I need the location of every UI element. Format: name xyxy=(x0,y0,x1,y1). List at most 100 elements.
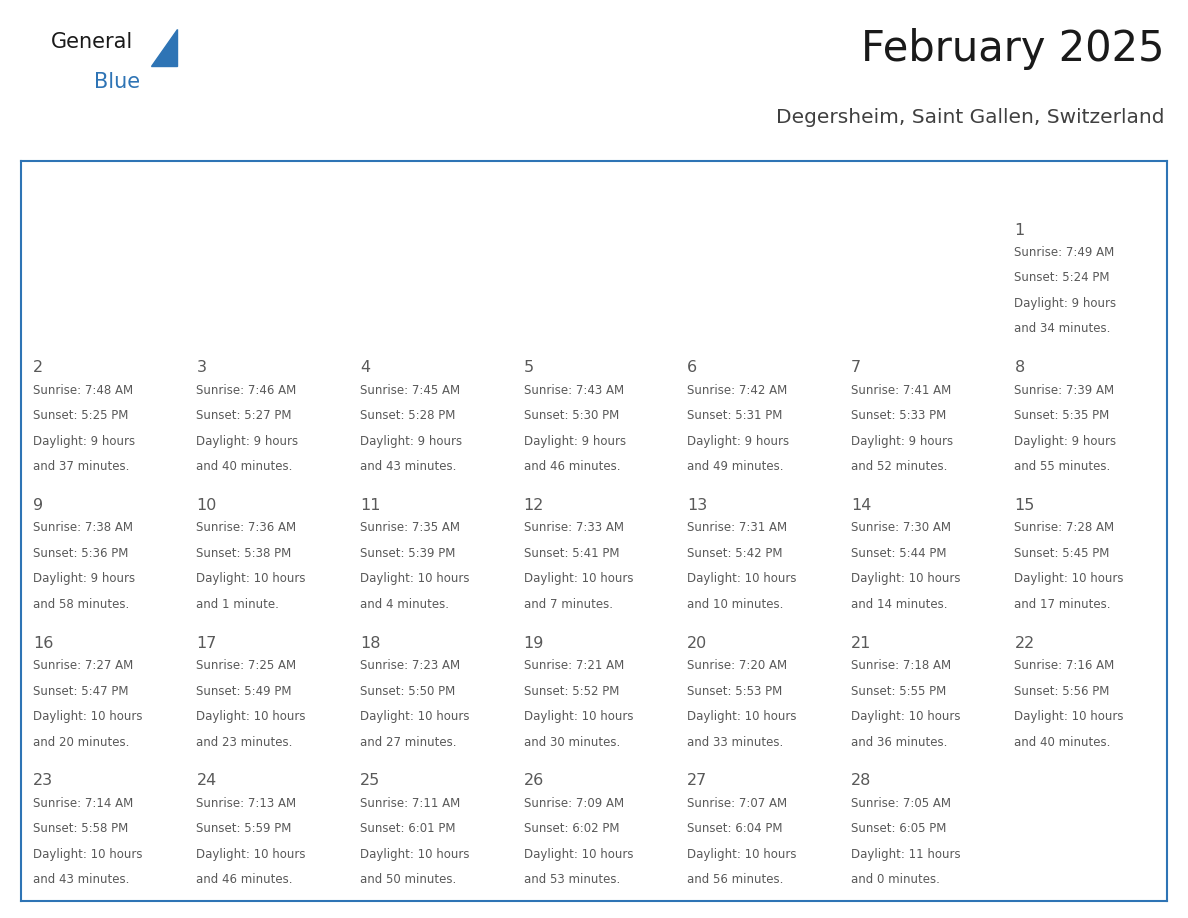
Text: Sunrise: 7:43 AM: Sunrise: 7:43 AM xyxy=(524,384,624,397)
Text: Daylight: 9 hours: Daylight: 9 hours xyxy=(196,435,298,448)
Text: Thursday: Thursday xyxy=(695,181,782,198)
Text: and 30 minutes.: and 30 minutes. xyxy=(524,735,620,748)
Text: Sunrise: 7:14 AM: Sunrise: 7:14 AM xyxy=(33,797,133,810)
Text: and 37 minutes.: and 37 minutes. xyxy=(33,460,129,473)
Text: Sunset: 5:41 PM: Sunset: 5:41 PM xyxy=(524,547,619,560)
Text: Sunrise: 7:09 AM: Sunrise: 7:09 AM xyxy=(524,797,624,810)
Text: Sunrise: 7:42 AM: Sunrise: 7:42 AM xyxy=(687,384,788,397)
Text: Sunrise: 7:33 AM: Sunrise: 7:33 AM xyxy=(524,521,624,534)
Text: Daylight: 10 hours: Daylight: 10 hours xyxy=(360,847,469,861)
Text: 10: 10 xyxy=(196,498,217,513)
Text: and 40 minutes.: and 40 minutes. xyxy=(196,460,292,473)
Text: General: General xyxy=(51,32,133,52)
Text: 3: 3 xyxy=(196,361,207,375)
Text: Daylight: 10 hours: Daylight: 10 hours xyxy=(196,847,307,861)
Text: Daylight: 10 hours: Daylight: 10 hours xyxy=(33,847,143,861)
Text: 8: 8 xyxy=(1015,361,1025,375)
Text: Sunrise: 7:05 AM: Sunrise: 7:05 AM xyxy=(851,797,950,810)
Text: Daylight: 10 hours: Daylight: 10 hours xyxy=(524,711,633,723)
Text: 27: 27 xyxy=(687,773,708,789)
Text: 14: 14 xyxy=(851,498,871,513)
Text: Sunset: 5:50 PM: Sunset: 5:50 PM xyxy=(360,685,455,698)
Text: Sunrise: 7:45 AM: Sunrise: 7:45 AM xyxy=(360,384,460,397)
Text: Daylight: 10 hours: Daylight: 10 hours xyxy=(360,573,469,586)
Text: Sunrise: 7:16 AM: Sunrise: 7:16 AM xyxy=(1015,659,1114,672)
Text: Sunset: 5:52 PM: Sunset: 5:52 PM xyxy=(524,685,619,698)
Text: Sunset: 6:02 PM: Sunset: 6:02 PM xyxy=(524,823,619,835)
Text: and 56 minutes.: and 56 minutes. xyxy=(687,873,784,886)
Text: Sunrise: 7:28 AM: Sunrise: 7:28 AM xyxy=(1015,521,1114,534)
Text: Daylight: 10 hours: Daylight: 10 hours xyxy=(1015,573,1124,586)
Text: and 4 minutes.: and 4 minutes. xyxy=(360,598,449,610)
Text: and 34 minutes.: and 34 minutes. xyxy=(1015,322,1111,335)
Text: 26: 26 xyxy=(524,773,544,789)
Text: and 43 minutes.: and 43 minutes. xyxy=(360,460,456,473)
Text: 21: 21 xyxy=(851,635,871,651)
Text: and 55 minutes.: and 55 minutes. xyxy=(1015,460,1111,473)
Text: 5: 5 xyxy=(524,361,533,375)
Text: Sunset: 5:56 PM: Sunset: 5:56 PM xyxy=(1015,685,1110,698)
Text: Sunrise: 7:11 AM: Sunrise: 7:11 AM xyxy=(360,797,460,810)
Text: Daylight: 10 hours: Daylight: 10 hours xyxy=(524,573,633,586)
Text: Sunset: 6:04 PM: Sunset: 6:04 PM xyxy=(687,823,783,835)
Text: 4: 4 xyxy=(360,361,371,375)
Text: Saturday: Saturday xyxy=(1023,181,1107,198)
Text: Sunrise: 7:39 AM: Sunrise: 7:39 AM xyxy=(1015,384,1114,397)
Text: February 2025: February 2025 xyxy=(861,28,1164,70)
Text: Sunrise: 7:30 AM: Sunrise: 7:30 AM xyxy=(851,521,950,534)
Text: 15: 15 xyxy=(1015,498,1035,513)
Text: and 40 minutes.: and 40 minutes. xyxy=(1015,735,1111,748)
Text: Sunrise: 7:46 AM: Sunrise: 7:46 AM xyxy=(196,384,297,397)
Text: Daylight: 11 hours: Daylight: 11 hours xyxy=(851,847,960,861)
Text: and 0 minutes.: and 0 minutes. xyxy=(851,873,940,886)
Text: Sunset: 5:59 PM: Sunset: 5:59 PM xyxy=(196,823,292,835)
Text: Daylight: 10 hours: Daylight: 10 hours xyxy=(33,711,143,723)
Text: Friday: Friday xyxy=(859,181,917,198)
Text: Sunset: 5:53 PM: Sunset: 5:53 PM xyxy=(687,685,783,698)
Text: 1: 1 xyxy=(1015,223,1025,238)
Text: Sunrise: 7:25 AM: Sunrise: 7:25 AM xyxy=(196,659,297,672)
Text: Sunset: 5:39 PM: Sunset: 5:39 PM xyxy=(360,547,455,560)
Text: Daylight: 9 hours: Daylight: 9 hours xyxy=(1015,435,1117,448)
Text: Daylight: 10 hours: Daylight: 10 hours xyxy=(687,711,797,723)
Text: Daylight: 9 hours: Daylight: 9 hours xyxy=(687,435,789,448)
Text: Sunrise: 7:31 AM: Sunrise: 7:31 AM xyxy=(687,521,788,534)
Text: Sunrise: 7:21 AM: Sunrise: 7:21 AM xyxy=(524,659,624,672)
Text: and 52 minutes.: and 52 minutes. xyxy=(851,460,947,473)
Text: Sunrise: 7:07 AM: Sunrise: 7:07 AM xyxy=(687,797,788,810)
Text: Sunrise: 7:48 AM: Sunrise: 7:48 AM xyxy=(33,384,133,397)
Text: 18: 18 xyxy=(360,635,380,651)
Text: Sunset: 5:31 PM: Sunset: 5:31 PM xyxy=(687,409,783,422)
Text: and 14 minutes.: and 14 minutes. xyxy=(851,598,947,610)
Text: Daylight: 9 hours: Daylight: 9 hours xyxy=(1015,297,1117,310)
Text: and 33 minutes.: and 33 minutes. xyxy=(687,735,784,748)
Text: Sunrise: 7:23 AM: Sunrise: 7:23 AM xyxy=(360,659,460,672)
Text: and 46 minutes.: and 46 minutes. xyxy=(524,460,620,473)
Polygon shape xyxy=(151,28,177,66)
Text: Wednesday: Wednesday xyxy=(532,181,639,198)
Text: 16: 16 xyxy=(33,635,53,651)
Text: Daylight: 9 hours: Daylight: 9 hours xyxy=(851,435,953,448)
Text: 24: 24 xyxy=(196,773,216,789)
Text: Daylight: 10 hours: Daylight: 10 hours xyxy=(1015,711,1124,723)
Text: Daylight: 10 hours: Daylight: 10 hours xyxy=(360,711,469,723)
Text: Daylight: 9 hours: Daylight: 9 hours xyxy=(524,435,626,448)
Text: and 36 minutes.: and 36 minutes. xyxy=(851,735,947,748)
Text: and 43 minutes.: and 43 minutes. xyxy=(33,873,129,886)
Text: 7: 7 xyxy=(851,361,861,375)
Text: Daylight: 10 hours: Daylight: 10 hours xyxy=(851,573,960,586)
Text: Sunrise: 7:18 AM: Sunrise: 7:18 AM xyxy=(851,659,950,672)
Text: and 7 minutes.: and 7 minutes. xyxy=(524,598,613,610)
Text: and 10 minutes.: and 10 minutes. xyxy=(687,598,784,610)
Text: 22: 22 xyxy=(1015,635,1035,651)
Text: 17: 17 xyxy=(196,635,217,651)
Text: Sunset: 5:47 PM: Sunset: 5:47 PM xyxy=(33,685,128,698)
Text: 12: 12 xyxy=(524,498,544,513)
Text: Tuesday: Tuesday xyxy=(368,181,444,198)
Text: Sunrise: 7:20 AM: Sunrise: 7:20 AM xyxy=(687,659,788,672)
Text: Sunset: 6:01 PM: Sunset: 6:01 PM xyxy=(360,823,455,835)
Text: Blue: Blue xyxy=(94,73,140,92)
Text: and 46 minutes.: and 46 minutes. xyxy=(196,873,293,886)
Text: Sunrise: 7:41 AM: Sunrise: 7:41 AM xyxy=(851,384,952,397)
Text: and 53 minutes.: and 53 minutes. xyxy=(524,873,620,886)
